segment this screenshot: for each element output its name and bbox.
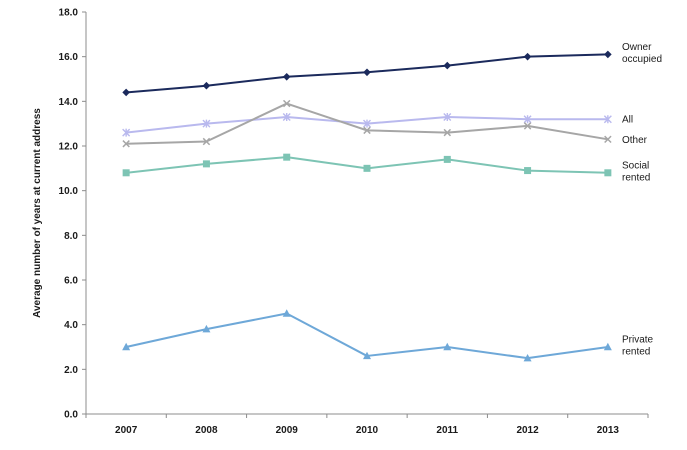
x-tick-label: 2013	[597, 425, 620, 436]
data-point	[122, 140, 130, 148]
data-point	[283, 153, 291, 161]
data-point	[122, 128, 131, 137]
x-tick-label: 2009	[276, 425, 299, 436]
series-label-line: Social	[622, 160, 649, 171]
y-tick-label: 6.0	[64, 276, 78, 287]
data-point	[202, 137, 211, 146]
series-owner-occupied	[122, 50, 612, 97]
series-label-line: Private	[622, 335, 654, 346]
x-tick-label: 2008	[195, 425, 218, 436]
data-point	[603, 342, 612, 351]
data-point	[363, 126, 371, 135]
series-all	[122, 112, 612, 137]
data-point	[443, 112, 452, 121]
x-tick-label: 2007	[115, 425, 138, 436]
data-point	[202, 119, 211, 128]
data-point	[604, 50, 612, 59]
data-point	[443, 342, 452, 351]
y-tick-label: 12.0	[59, 142, 79, 153]
series-lines	[122, 50, 612, 362]
series-label-line: All	[622, 115, 633, 126]
y-tick-label: 18.0	[59, 8, 79, 19]
series-label-line: rented	[622, 172, 650, 183]
y-tick-label: 8.0	[64, 231, 78, 242]
series-label-line: rented	[622, 347, 650, 358]
series-label-line: Other	[622, 135, 648, 146]
y-tick-label: 4.0	[64, 320, 78, 331]
data-point	[603, 115, 612, 124]
data-point	[282, 309, 291, 317]
series-social-rented	[122, 153, 612, 177]
data-point	[604, 135, 612, 144]
y-tick-label: 0.0	[64, 410, 78, 421]
axes: 0.0 2.0 4.0 6.0 8.0 10.0 12.0 14.0 16.0 18.0 2007 2…	[59, 8, 649, 436]
series-line	[125, 312, 608, 360]
data-point	[122, 342, 131, 351]
series-label-line: occupied	[622, 54, 662, 65]
series-label: Other	[622, 135, 648, 146]
series-label: Owner occupied	[622, 42, 662, 65]
data-point	[282, 72, 291, 81]
data-point	[443, 128, 452, 137]
data-point	[363, 164, 371, 172]
y-tick-label: 10.0	[59, 186, 79, 197]
y-tick-label: 14.0	[59, 97, 79, 108]
series-label-line: Owner	[622, 42, 652, 53]
series-label: Social rented	[622, 160, 650, 183]
data-point	[363, 119, 371, 128]
series-label: Private rented	[622, 335, 654, 358]
data-point	[282, 99, 291, 108]
data-point	[604, 169, 612, 177]
data-point	[523, 353, 532, 362]
data-point	[443, 61, 452, 70]
y-axis-title: Average number of years at current addre…	[32, 108, 43, 318]
data-point	[523, 122, 532, 130]
x-tick-label: 2010	[356, 425, 379, 436]
series-other	[122, 99, 612, 148]
x-tick-label: 2012	[516, 425, 539, 436]
series-label: All	[622, 115, 633, 126]
data-point	[202, 160, 210, 168]
y-tick-label: 2.0	[64, 365, 78, 376]
data-point	[523, 52, 532, 61]
data-point	[443, 155, 451, 163]
data-point	[524, 167, 532, 175]
x-tick-label: 2011	[436, 425, 458, 436]
data-point	[363, 351, 371, 360]
data-point	[122, 88, 130, 97]
data-point	[122, 169, 130, 177]
data-point	[523, 115, 532, 124]
data-point	[363, 68, 371, 77]
y-tick-label: 16.0	[59, 52, 79, 63]
data-point	[282, 112, 291, 121]
data-point	[202, 324, 211, 333]
series-private-rented	[122, 309, 612, 362]
data-point	[202, 81, 211, 90]
